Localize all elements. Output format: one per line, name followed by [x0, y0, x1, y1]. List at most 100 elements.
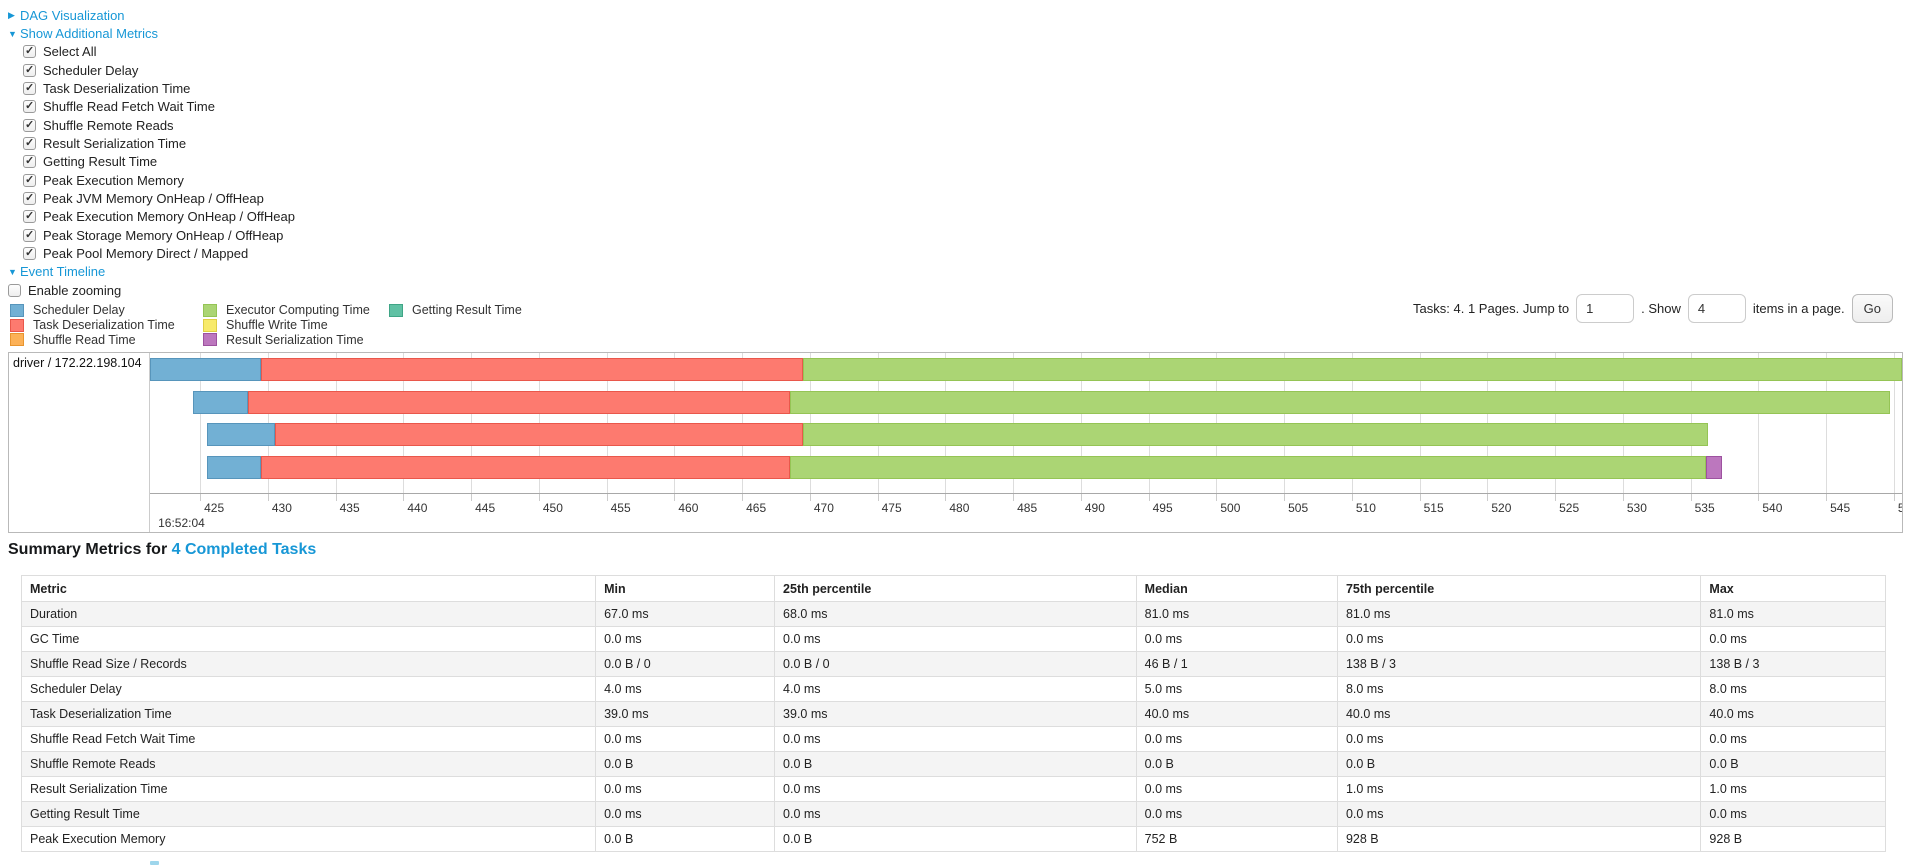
gridline: [1826, 353, 1828, 493]
metric-value-cell: 0.0 ms: [595, 726, 776, 752]
jump-to-page-input[interactable]: [1576, 294, 1635, 323]
metric-value-cell: 40.0 ms: [1336, 701, 1702, 727]
metric-value-cell: 68.0 ms: [774, 601, 1137, 627]
metric-checkbox-row[interactable]: Peak JVM Memory OnHeap / OffHeap: [8, 189, 295, 207]
timeline-bar-segment[interactable]: [803, 423, 1709, 447]
table-row: GC Time 0.0 ms 0.0 ms 0.0 ms 0.0 ms 0.0 ms: [20, 626, 1886, 652]
timeline-bar-segment[interactable]: [206, 423, 275, 447]
checkbox-checked-icon[interactable]: [23, 154, 36, 169]
checkbox-unchecked-icon[interactable]: [8, 283, 21, 297]
metric-value-cell: 0.0 ms: [774, 726, 1137, 752]
timeline-bar-segment[interactable]: [803, 358, 1902, 381]
metric-checkbox-row[interactable]: Select All: [8, 43, 295, 61]
axis-tick: [1622, 494, 1624, 501]
metric-checkbox-row[interactable]: Peak Execution Memory: [8, 171, 295, 189]
metric-value-cell: 0.0 B: [1336, 751, 1702, 777]
metric-checkbox-row[interactable]: Peak Pool Memory Direct / Mapped: [8, 244, 295, 262]
timeline-bar-segment[interactable]: [150, 358, 262, 381]
axis-tick-label: 485: [1017, 501, 1038, 515]
dag-visualization-link[interactable]: DAG Visualization: [20, 7, 125, 23]
metric-checkbox-row[interactable]: Task Deserialization Time: [8, 79, 295, 97]
metric-value-cell: 0.0 B: [1135, 751, 1338, 777]
timeline-bar-segment[interactable]: [247, 390, 790, 414]
axis-tick-label: 545: [1830, 501, 1851, 515]
timeline-bar-segment[interactable]: [261, 358, 804, 381]
checkbox-checked-icon[interactable]: [23, 136, 36, 151]
metric-value-cell: 67.0 ms: [595, 601, 776, 627]
metric-checkbox-label: Peak JVM Memory OnHeap / OffHeap: [43, 191, 264, 207]
metric-checkbox-row[interactable]: Result Serialization Time: [8, 134, 295, 152]
column-header: Metric: [20, 575, 597, 602]
legend-swatch-icon: [10, 318, 24, 332]
timeline-bar-segment[interactable]: [789, 456, 1706, 480]
completed-tasks-link[interactable]: 4 Completed Tasks: [171, 541, 317, 558]
metric-value-cell: 928 B: [1336, 826, 1702, 852]
axis-tick-label: 450: [542, 501, 563, 515]
metric-value-cell: 0.0 ms: [1135, 626, 1338, 652]
metric-value-cell: 0.0 ms: [595, 776, 776, 802]
metric-checkbox-row[interactable]: Getting Result Time: [8, 153, 295, 171]
axis-tick-label: 525: [1559, 501, 1580, 515]
metric-value-cell: 0.0 B: [774, 751, 1137, 777]
axis-tick-label: 520: [1491, 501, 1512, 515]
metric-value-cell: 39.0 ms: [595, 701, 776, 727]
metric-value-cell: 1.0 ms: [1700, 776, 1886, 802]
gridline: [1080, 353, 1082, 493]
show-additional-metrics-link[interactable]: Show Additional Metrics: [20, 26, 159, 42]
go-button[interactable]: Go: [1851, 294, 1893, 323]
metric-checkbox-label: Peak Execution Memory OnHeap / OffHeap: [43, 209, 295, 225]
items-per-page-input[interactable]: [1687, 294, 1746, 323]
axis-tick-label: 530: [1626, 501, 1647, 515]
event-timeline-link[interactable]: Event Timeline: [20, 264, 106, 280]
metric-checkbox-label: Peak Pool Memory Direct / Mapped: [43, 246, 249, 262]
checkbox-checked-icon[interactable]: [23, 191, 36, 206]
timeline-bar-segment[interactable]: [206, 456, 262, 480]
legend-label: Shuffle Write Time: [226, 318, 328, 333]
dag-visualization-toggle[interactable]: ▶ DAG Visualization: [8, 6, 295, 24]
metric-checkbox-row[interactable]: Peak Storage Memory OnHeap / OffHeap: [8, 226, 295, 244]
metric-value-cell: 0.0 B: [595, 826, 776, 852]
gridline: [877, 353, 879, 493]
checkbox-checked-icon[interactable]: [23, 246, 36, 261]
metric-value-cell: 8.0 ms: [1336, 676, 1702, 702]
checkbox-checked-icon[interactable]: [23, 118, 36, 132]
checkbox-checked-icon[interactable]: [23, 44, 36, 59]
gridline: [1690, 353, 1692, 493]
timeline-bar-segment[interactable]: [261, 456, 790, 480]
axis-tick-label: 550: [1898, 501, 1902, 515]
checkbox-checked-icon[interactable]: [23, 209, 36, 224]
axis-tick: [1351, 494, 1353, 501]
checkbox-checked-icon[interactable]: [23, 81, 36, 96]
timeline-bar-segment[interactable]: [1705, 456, 1722, 480]
timeline-bar-segment[interactable]: [789, 390, 1890, 414]
legend-item: Executor Computing Time: [203, 303, 389, 318]
checkbox-checked-icon[interactable]: [23, 228, 36, 242]
gridline: [1013, 353, 1015, 493]
axis-tick: [742, 494, 744, 501]
checkbox-checked-icon[interactable]: [23, 63, 36, 77]
metric-checkbox-row[interactable]: Scheduler Delay: [8, 61, 295, 79]
metric-checkbox-row[interactable]: Shuffle Remote Reads: [8, 116, 295, 134]
checkbox-checked-icon[interactable]: [23, 173, 36, 187]
event-timeline-toggle[interactable]: ▼ Event Timeline: [8, 263, 295, 281]
table-row: Getting Result Time 0.0 ms 0.0 ms 0.0 ms 0.0…: [20, 801, 1886, 827]
timeline-bar-segment[interactable]: [274, 423, 804, 447]
enable-zooming-row[interactable]: Enable zooming: [8, 281, 295, 299]
metric-value-cell: 752 B: [1135, 826, 1338, 852]
metric-name-cell: Getting Result Time: [20, 801, 597, 827]
metric-checkbox-row[interactable]: Peak Execution Memory OnHeap / OffHeap: [8, 208, 295, 226]
axis-tick: [267, 494, 269, 501]
metric-value-cell: 0.0 ms: [774, 801, 1137, 827]
checkbox-checked-icon[interactable]: [23, 99, 36, 114]
metric-checkbox-row[interactable]: Shuffle Read Fetch Wait Time: [8, 98, 295, 116]
metric-value-cell: 4.0 ms: [774, 676, 1137, 702]
column-header: 25th percentile: [774, 575, 1137, 602]
chevron-down-icon: ▼: [8, 28, 17, 39]
legend-swatch-icon: [203, 303, 217, 317]
show-additional-metrics-toggle[interactable]: ▼ Show Additional Metrics: [8, 24, 295, 42]
metric-value-cell: 5.0 ms: [1135, 676, 1338, 702]
timeline-x-axis: 16:52:04 425 430 435 440 445 450 455 460 465 470 4…: [150, 493, 1902, 532]
axis-tick: [1013, 494, 1015, 501]
timeline-bar-segment[interactable]: [193, 390, 248, 414]
